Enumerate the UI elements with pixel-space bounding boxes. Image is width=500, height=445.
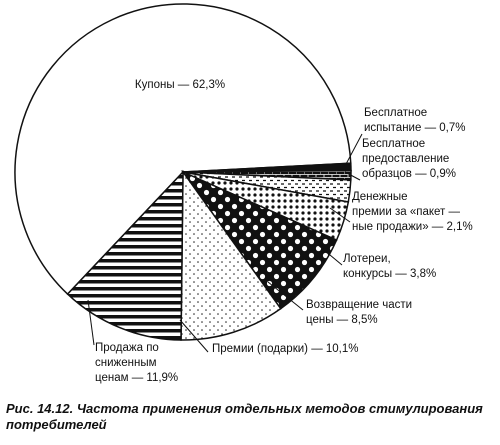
label-line: Денежные bbox=[352, 191, 408, 203]
label-line: сниженным bbox=[95, 357, 157, 369]
leader-line bbox=[317, 244, 343, 266]
pie-slice bbox=[14, 3, 352, 296]
slice-label: Продажа по сниженным ценам — 11,9% bbox=[95, 342, 178, 384]
label-line: испытание — 0,7% bbox=[364, 122, 465, 134]
pie-slice bbox=[180, 170, 338, 310]
leader-line bbox=[179, 319, 209, 353]
label-line: конкурсы — 3,8% bbox=[343, 268, 436, 280]
slice-label: Премии (подарки) — 10,1% bbox=[212, 343, 359, 355]
label-line: Бесплатное bbox=[362, 138, 425, 150]
label-line: Возвращение части bbox=[306, 299, 412, 311]
leader-line bbox=[344, 133, 363, 167]
leader-line bbox=[87, 299, 95, 346]
slice-label: Денежные премии за «пакет — ные продажи» —… bbox=[352, 191, 473, 233]
label-line: образцов — 0,9% bbox=[362, 168, 456, 180]
label-line: предоставление bbox=[362, 153, 449, 165]
slice-label: Бесплатное испытание — 0,7% bbox=[364, 107, 465, 134]
label-line: Продажа по bbox=[95, 342, 159, 354]
caption: Рис. 14.12. Частота применения отдельных… bbox=[6, 401, 483, 432]
pie-slice bbox=[180, 169, 282, 341]
leader-line bbox=[344, 171, 361, 181]
pie-slice bbox=[66, 170, 184, 341]
label-line: Лотереи, bbox=[343, 253, 391, 265]
label-line: Премии (подарки) — 10,1% bbox=[212, 343, 359, 355]
leader-line bbox=[329, 207, 351, 223]
slice-label: Возвращение части цены — 8,5% bbox=[306, 299, 412, 326]
label-line: Бесплатное bbox=[364, 107, 427, 119]
slice-label: Лотереи, конкурсы — 3,8% bbox=[343, 253, 436, 280]
label-line: ные продажи» — 2,1% bbox=[352, 221, 473, 233]
chart: Купоны — 62,3% Бесплатное испытание — 0,7%… bbox=[14, 3, 473, 384]
slice-label: Купоны — 62,3% bbox=[135, 79, 225, 91]
leader-line bbox=[267, 281, 304, 311]
label-line: премии за «пакет — bbox=[352, 206, 460, 218]
label-line: Купоны — 62,3% bbox=[135, 79, 225, 91]
label-line: цены — 8,5% bbox=[306, 314, 378, 326]
label-line: ценам — 11,9% bbox=[95, 372, 178, 384]
slice-label: Бесплатное предоставление образцов — 0,9% bbox=[362, 138, 456, 180]
